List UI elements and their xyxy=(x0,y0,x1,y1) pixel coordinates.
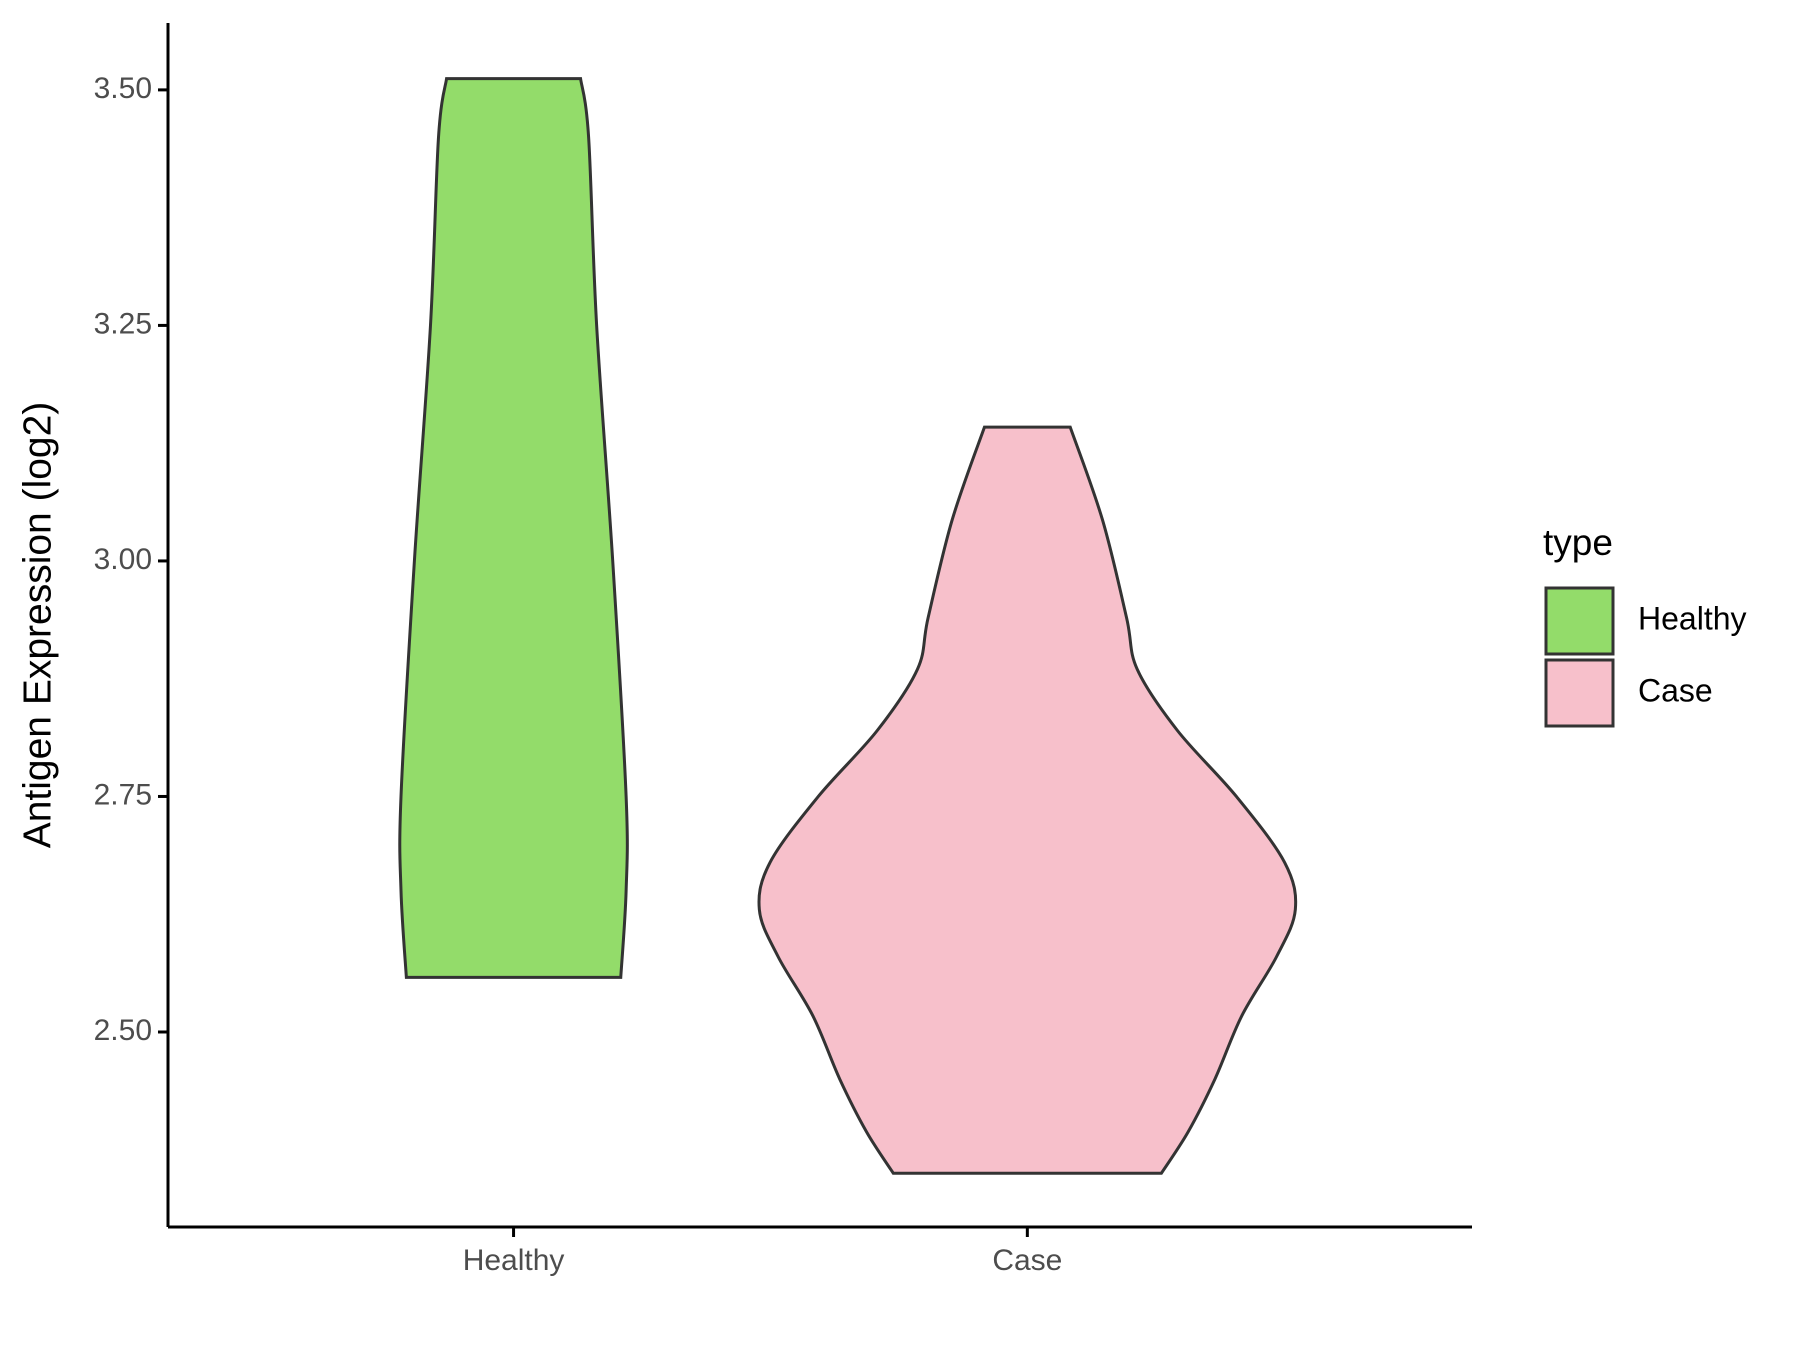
y-tick-label: 3.00 xyxy=(94,543,152,576)
y-tick-label: 3.25 xyxy=(94,307,152,340)
y-axis-title: Antigen Expression (log2) xyxy=(16,402,59,849)
legend-key xyxy=(1544,586,1615,656)
legend-title: type xyxy=(1543,522,1613,563)
y-tick-label: 2.50 xyxy=(94,1014,152,1047)
legend-label: Case xyxy=(1638,672,1713,708)
y-tick-label: 3.50 xyxy=(94,72,152,105)
violin xyxy=(398,77,629,979)
x-tick-label: Case xyxy=(992,1244,1062,1277)
legend-label: Healthy xyxy=(1638,600,1747,636)
legend-key xyxy=(1544,658,1615,728)
x-tick-label: Healthy xyxy=(463,1244,565,1277)
violin xyxy=(757,425,1298,1175)
y-tick-label: 2.75 xyxy=(94,778,152,811)
